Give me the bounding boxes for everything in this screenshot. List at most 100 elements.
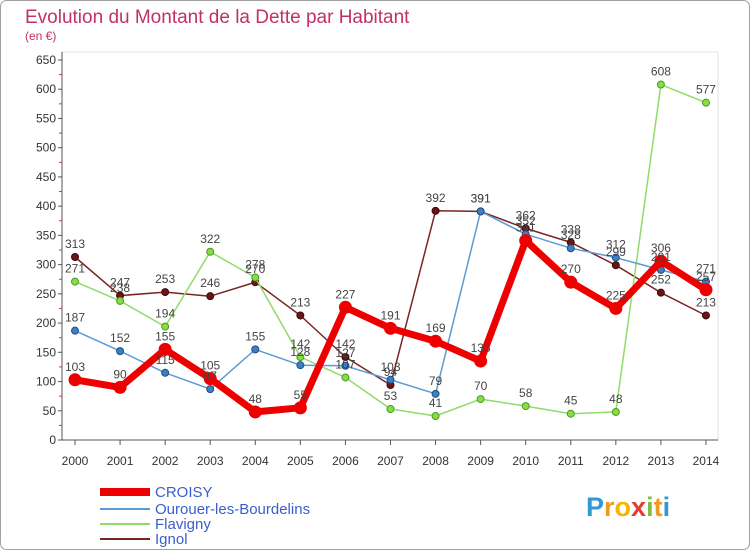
data-label-croisy-2005: 55 — [294, 388, 308, 402]
data-label-croisy-2012: 225 — [606, 288, 626, 302]
data-label-flavigny-2012: 48 — [609, 392, 623, 406]
data-label-ourouer-les-bourdelins-2009: 391 — [471, 191, 491, 205]
data-point-flavigny-2007 — [386, 405, 395, 414]
y-tick-label-350: 350 — [36, 228, 56, 242]
y-tick-label-0: 0 — [49, 433, 56, 447]
chart-subtitle: (en €) — [25, 29, 56, 43]
data-point-flavigny-2012 — [611, 407, 620, 416]
logo-letter: i — [663, 492, 671, 522]
data-point-flavigny-2003 — [206, 247, 215, 256]
data-point-croisy-2006 — [338, 300, 352, 314]
data-label-ignol-2012: 299 — [606, 245, 626, 259]
data-label-ourouer-les-bourdelins-2003: 87 — [204, 369, 218, 383]
y-tick-label-400: 400 — [36, 199, 56, 213]
data-label-ignol-2001: 247 — [110, 276, 130, 290]
data-label-croisy-2007: 191 — [380, 308, 400, 322]
data-point-ourouer-les-bourdelins-2005 — [296, 361, 305, 370]
data-point-ignol-2005 — [296, 311, 305, 320]
series-flavigny — [71, 80, 710, 421]
legend: CROISY Ourouer-les-Bourdelins Flavigny I… — [100, 484, 310, 548]
legend-label-flavigny: Flavigny — [155, 516, 211, 533]
data-point-croisy-2012 — [609, 301, 623, 315]
data-point-ignol-2012 — [611, 261, 620, 270]
logo-letter: t — [654, 492, 663, 522]
y-tick-label-150: 150 — [36, 345, 56, 359]
data-label-ourouer-les-bourdelins-2011: 328 — [561, 228, 581, 242]
legend-item-ignol: Ignol — [100, 531, 188, 548]
x-tick-label-2005: 2005 — [287, 454, 314, 468]
data-label-flavigny-2010: 58 — [519, 386, 533, 400]
y-tick-label-600: 600 — [36, 82, 56, 96]
data-point-croisy-2010 — [519, 234, 533, 248]
data-point-ignol-2014 — [701, 311, 710, 320]
data-label-ignol-2011: 338 — [561, 222, 581, 236]
data-label-croisy-2009: 135 — [471, 341, 491, 355]
data-label-flavigny-2001: 238 — [110, 281, 130, 295]
data-point-croisy-2000 — [68, 373, 82, 387]
data-label-croisy-2003: 105 — [200, 359, 220, 373]
data-point-ourouer-les-bourdelins-2001 — [116, 347, 125, 356]
x-tick-label-2013: 2013 — [648, 454, 675, 468]
x-tick-label-2002: 2002 — [152, 454, 179, 468]
data-label-ignol-2014: 213 — [696, 295, 716, 309]
data-point-flavigny-2001 — [116, 296, 125, 305]
x-tick-label-2003: 2003 — [197, 454, 224, 468]
data-label-ignol-2004: 270 — [245, 262, 265, 276]
data-label-flavigny-2002: 194 — [155, 307, 175, 321]
data-point-ignol-2006 — [341, 352, 350, 361]
data-label-ignol-2005: 213 — [290, 295, 310, 309]
y-tick-label-550: 550 — [36, 111, 56, 125]
data-point-croisy-2005 — [293, 401, 307, 415]
x-tick-label-2010: 2010 — [512, 454, 539, 468]
y-tick-label-650: 650 — [36, 53, 56, 67]
legend-item-flavigny: Flavigny — [100, 516, 211, 533]
logo-letter: r — [604, 492, 615, 522]
chart-title: Evolution du Montant de la Dette par Hab… — [25, 7, 410, 28]
data-point-flavigny-2009 — [476, 395, 485, 404]
data-label-flavigny-2014: 577 — [696, 83, 716, 97]
data-label-flavigny-2007: 53 — [384, 389, 398, 403]
data-point-ourouer-les-bourdelins-2011 — [566, 244, 575, 253]
data-label-ignol-2000: 313 — [65, 237, 85, 251]
data-label-flavigny-2000: 271 — [65, 262, 85, 276]
data-point-ourouer-les-bourdelins-2012 — [611, 253, 620, 262]
data-point-flavigny-2011 — [566, 409, 575, 418]
data-point-croisy-2007 — [383, 321, 397, 335]
data-point-croisy-2014 — [699, 283, 713, 297]
series-ignol — [71, 206, 710, 390]
data-point-croisy-2011 — [564, 275, 578, 289]
data-label-ignol-2006: 142 — [335, 337, 355, 351]
data-label-ourouer-les-bourdelins-2005: 128 — [290, 345, 310, 359]
data-point-croisy-2009 — [474, 354, 488, 368]
data-label-ignol-2010: 362 — [516, 208, 536, 222]
y-tick-label-200: 200 — [36, 316, 56, 330]
legend-label-croisy: CROISY — [155, 484, 213, 501]
data-label-croisy-2006: 227 — [335, 287, 355, 301]
data-label-croisy-2002: 155 — [155, 329, 175, 343]
x-tick-label-2009: 2009 — [467, 454, 494, 468]
data-point-ourouer-les-bourdelins-2002 — [161, 368, 170, 377]
data-point-ignol-2008 — [431, 206, 440, 215]
data-label-ignol-2007: 94 — [384, 365, 398, 379]
data-point-croisy-2002 — [158, 342, 172, 356]
legend-label-ignol: Ignol — [155, 531, 188, 548]
data-point-ourouer-les-bourdelins-2004 — [251, 345, 260, 354]
x-tick-label-2007: 2007 — [377, 454, 404, 468]
legend-item-ourouer-les-bourdelins: Ourouer-les-Bourdelins — [100, 501, 310, 518]
y-tick-label-250: 250 — [36, 287, 56, 301]
logo-letter: o — [615, 492, 632, 522]
legend-item-croisy: CROISY — [100, 484, 213, 501]
logo-letter: x — [631, 492, 646, 522]
x-tick-label-2001: 2001 — [107, 454, 134, 468]
data-point-flavigny-2008 — [431, 412, 440, 421]
data-label-flavigny-2013: 608 — [651, 65, 671, 79]
data-point-ignol-2013 — [656, 288, 665, 297]
data-label-croisy-2011: 270 — [561, 262, 581, 276]
data-label-croisy-2000: 103 — [65, 360, 85, 374]
y-tick-label-50: 50 — [43, 404, 57, 418]
data-label-ourouer-les-bourdelins-2014: 271 — [696, 262, 716, 276]
data-label-flavigny-2004: 278 — [245, 257, 265, 271]
data-label-croisy-2013: 306 — [651, 241, 671, 255]
